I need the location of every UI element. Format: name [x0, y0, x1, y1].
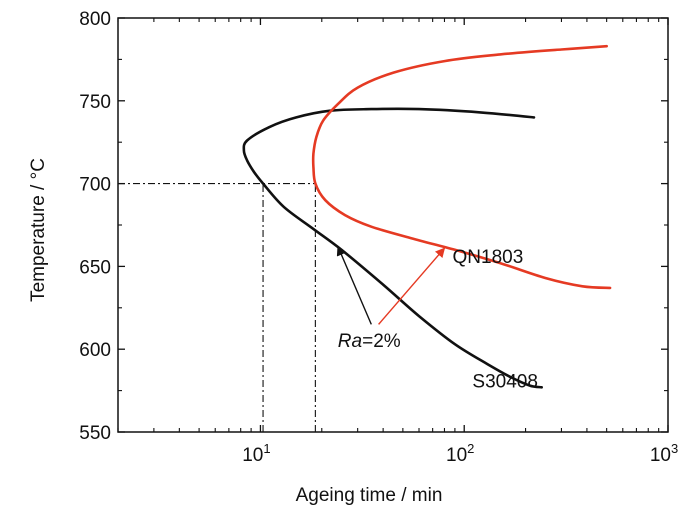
x-tick-base: 10 [242, 445, 263, 466]
x-axis-ticks: 101 102 103 [117, 18, 678, 466]
y-tick-label: 700 [79, 175, 111, 196]
y-tick-label: 750 [79, 92, 111, 113]
ra-arrow [378, 247, 446, 325]
y-axis-label: Temperature / °C [28, 158, 49, 302]
s30408-label: S30408 [472, 371, 538, 392]
y-tick-label: 800 [79, 9, 111, 30]
qn1803-label: QN1803 [453, 247, 524, 268]
x-tick-label: 101 [242, 441, 270, 466]
plot-frame [117, 17, 669, 433]
series-lines [242, 44, 612, 389]
ra-arrow [336, 245, 372, 325]
series-line-s30408 [242, 107, 543, 389]
annotations: S30408 QN1803 [336, 245, 538, 392]
ra-annotation-label: Ra=2% [338, 331, 401, 352]
y-tick-label: 600 [79, 340, 111, 361]
y-tick-label: 550 [79, 423, 111, 444]
x-tick-base: 10 [650, 445, 671, 466]
y-tick-label: 650 [79, 257, 111, 278]
series-line-qn1803 [311, 44, 612, 290]
x-axis-label: Ageing time / min [296, 485, 443, 506]
x-tick-exponent: 2 [467, 441, 474, 456]
x-tick-exponent: 3 [671, 441, 678, 456]
y-axis-ticks: 550 600 650 700 750 800 [79, 9, 668, 444]
x-tick-base: 10 [446, 445, 467, 466]
x-tick-label: 103 [650, 441, 678, 466]
ra-rest: =2% [362, 331, 401, 352]
x-tick-label: 102 [446, 441, 474, 466]
x-tick-exponent: 1 [263, 441, 270, 456]
ra-italic-part: Ra [338, 331, 362, 352]
reference-lines [118, 183, 316, 432]
